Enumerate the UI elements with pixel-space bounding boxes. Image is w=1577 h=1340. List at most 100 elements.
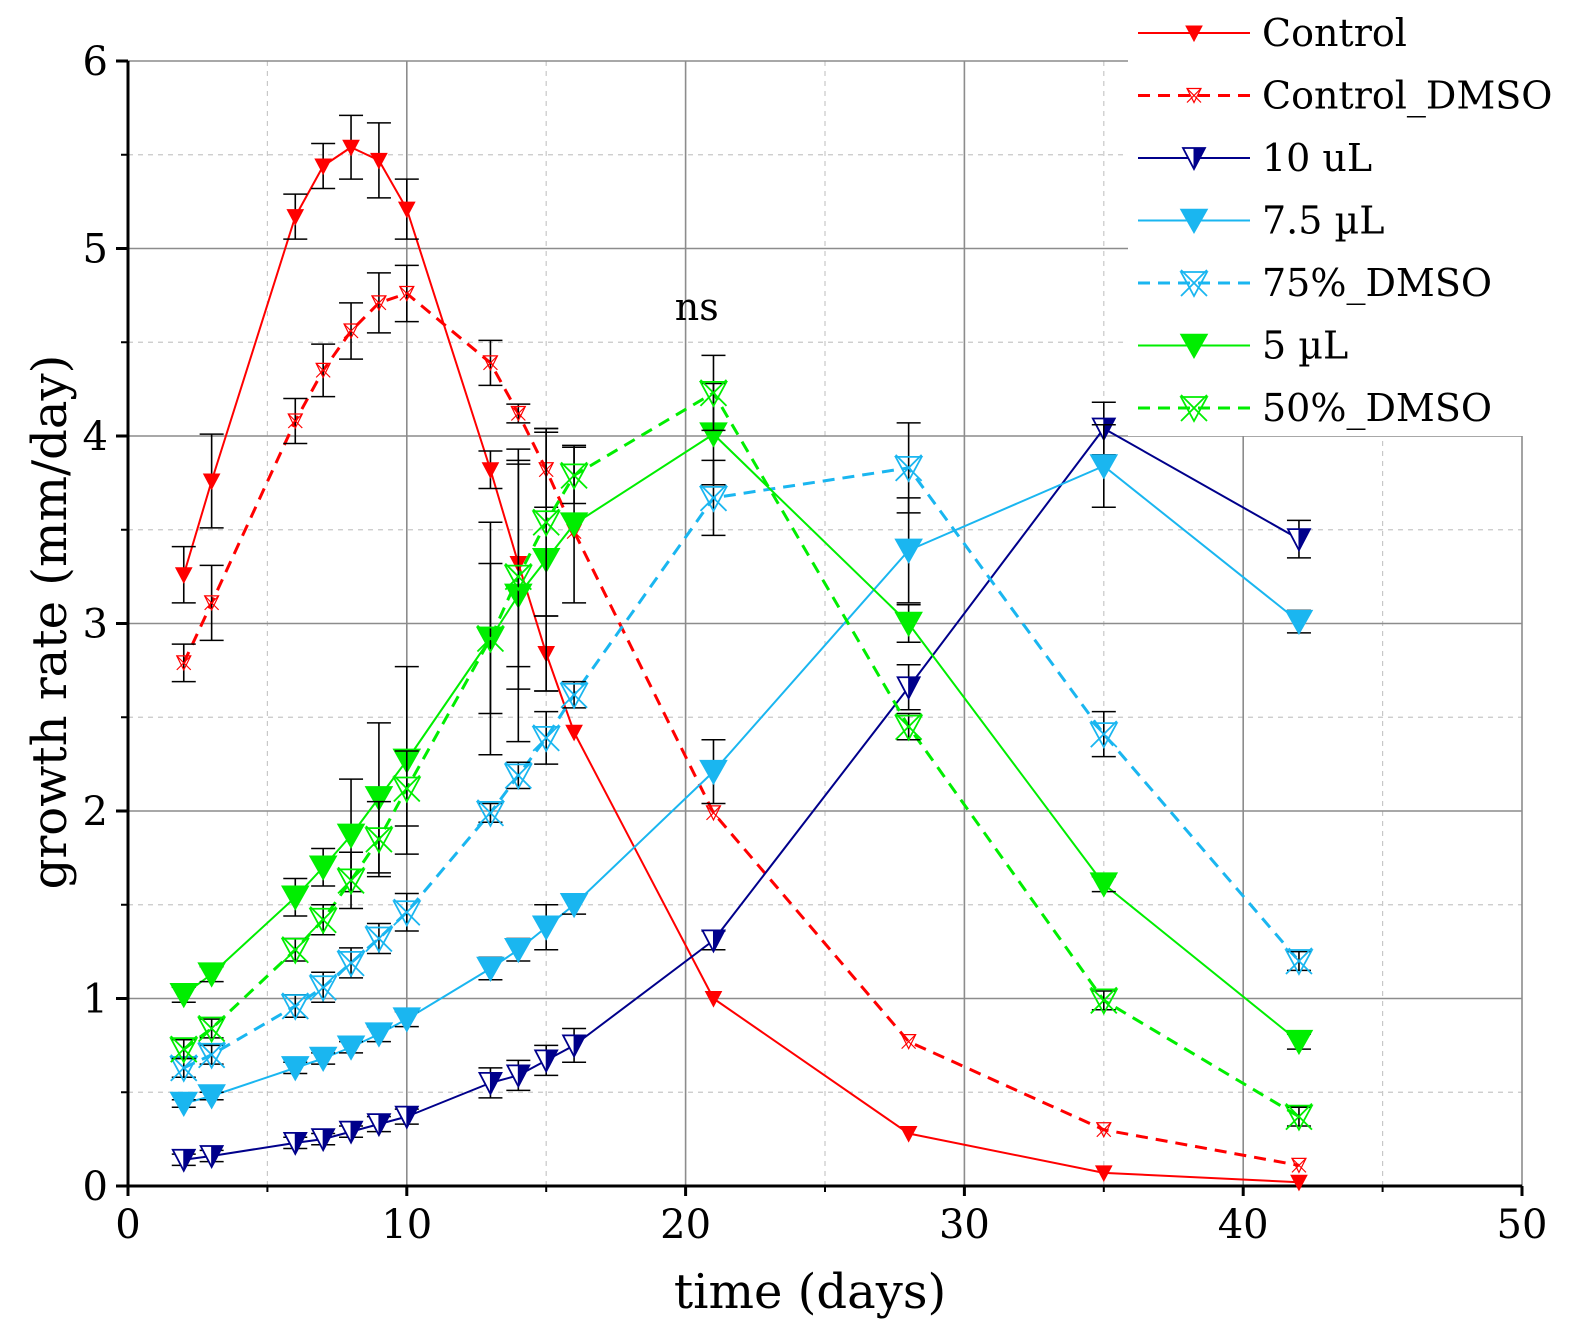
marker-shape [197,1084,226,1110]
data-point [477,1071,503,1096]
marker-shape [900,1034,917,1050]
data-point [565,724,583,742]
marker-shape [315,362,332,379]
ns-annotation: ns [675,285,719,329]
marker-shape [287,413,304,430]
data-point [704,991,723,1008]
axes: 0 10 20 30 40 50 0 1 2 3 4 5 6 [83,39,1548,1248]
marker-shape [503,763,533,791]
series-line [182,391,1300,1118]
marker-shape [705,805,722,822]
marker-shape [308,855,338,881]
data-point [1089,720,1119,750]
data-point [1286,528,1312,553]
data-point [280,992,310,1021]
marker-cross [1285,1102,1313,1131]
marker-shape [894,538,923,564]
marker-cross [560,681,588,709]
data-point [700,929,726,954]
marker-cross [510,406,526,421]
data-point [169,983,199,1009]
marker-shape [203,595,220,612]
marker-shape [169,1091,199,1118]
marker-shape [286,209,305,226]
marker-cross [706,805,721,821]
marker-shape [1290,1174,1308,1192]
marker-shape [314,158,332,176]
legend-marker [1181,147,1207,171]
marker-cross [483,355,498,371]
data-point [1284,947,1314,976]
marker-shape [197,1016,227,1044]
marker-shape [1284,1104,1314,1132]
marker-shape [364,926,394,954]
marker-shape [504,938,533,964]
legend-label: 5 µL [1262,324,1348,368]
marker-cross [1180,269,1208,297]
marker-shape [280,937,310,965]
marker-shape [475,800,505,828]
marker-shape [531,915,561,941]
data-point [314,158,332,176]
legend-marker [1179,208,1209,235]
data-point [1284,1102,1314,1132]
marker-shape-fill [1193,147,1206,170]
marker-shape [336,823,366,849]
data-point [894,454,924,483]
data-point [197,962,226,988]
marker-shape [1089,872,1119,898]
marker-cross [699,484,728,512]
data-point [370,152,388,170]
marker-shape [559,893,589,919]
marker-shape [1284,949,1314,976]
marker-shape [704,991,723,1008]
marker-cross [1096,1122,1112,1138]
marker-shape [1179,208,1209,235]
marker-shape [202,473,221,491]
data-point [338,1120,364,1145]
data-point [308,855,338,881]
marker-shape-fill [517,1064,531,1087]
marker-cross [476,799,505,827]
marker-shape [894,455,924,483]
marker-shape [1284,1029,1314,1056]
marker-shape [197,962,226,988]
marker-shape [398,285,415,302]
marker-shape-fill [489,1072,503,1095]
marker-shape [308,907,338,935]
marker-shape [1179,396,1209,423]
data-point [397,201,416,219]
data-point [476,956,505,983]
legend-label: Control_DMSO [1262,74,1552,119]
marker-cross [309,973,337,1001]
data-point [559,893,589,919]
marker-shape [342,139,360,157]
marker-cross [1285,947,1313,975]
marker-shape [280,994,310,1021]
marker-shape [698,485,728,513]
marker-shape [698,380,728,408]
marker-cross [365,924,393,953]
marker-shape-fill [322,1128,335,1151]
data-point [505,1064,531,1089]
legend-item: Control [1138,11,1407,55]
marker-cross [532,508,560,536]
marker-cross [1180,394,1208,422]
marker-cross [170,1035,198,1063]
marker-shape [392,1007,422,1033]
marker-shape [1089,454,1119,480]
x-tick-label: 0 [115,1202,140,1248]
data-point [171,1148,197,1173]
marker-cross [476,624,505,653]
data-point [894,611,923,638]
marker-shape [531,725,561,753]
data-point [559,461,589,491]
marker-cross [315,362,331,378]
marker-cross [176,655,192,671]
marker-cross [699,379,728,407]
data-point [1095,1122,1112,1139]
data-point [699,759,728,786]
marker-shape [364,1022,394,1048]
marker-cross [365,825,393,853]
data-point [364,924,394,954]
